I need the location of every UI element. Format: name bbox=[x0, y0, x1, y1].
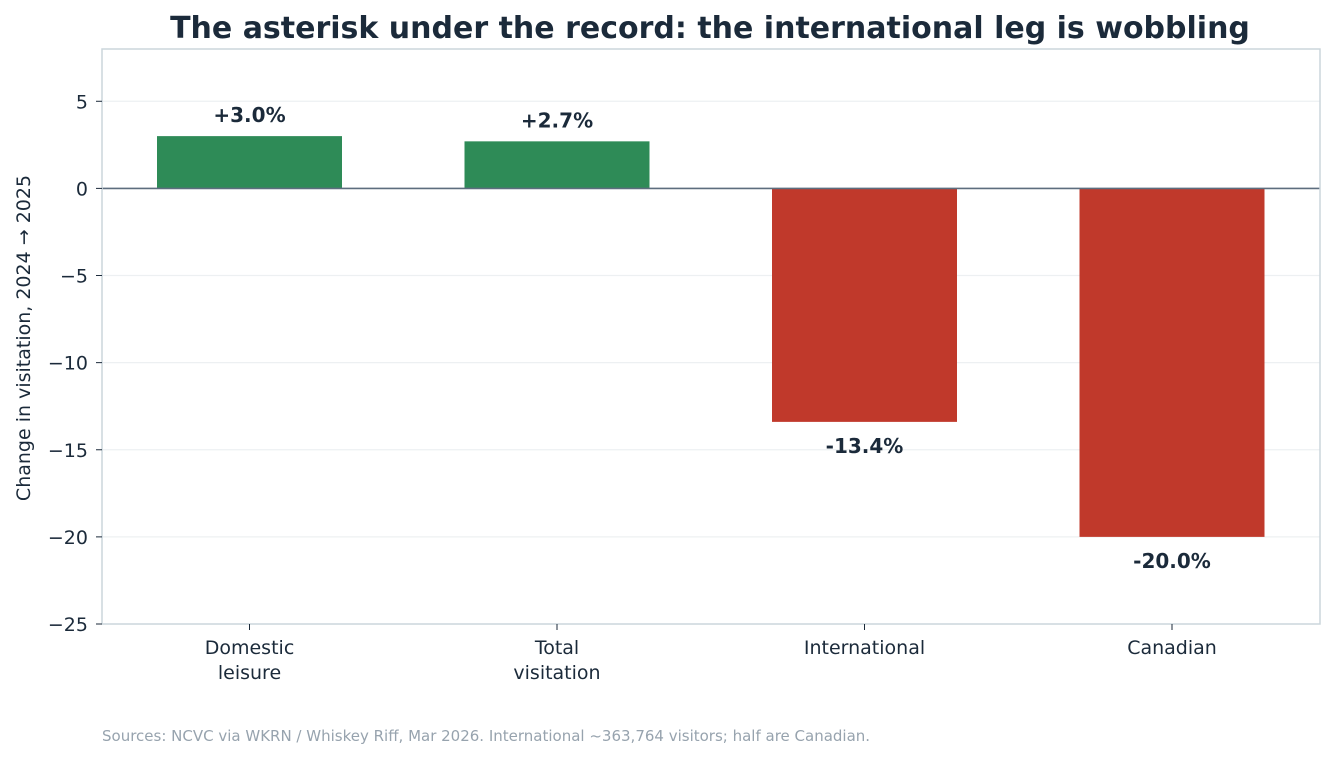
x-tick-label: International bbox=[804, 637, 925, 659]
data-label: -13.4% bbox=[826, 434, 904, 458]
y-tick-label: −20 bbox=[48, 527, 88, 549]
y-axis: 5 0 −5 −10 −15 −20 −25 bbox=[48, 91, 102, 636]
data-label: +3.0% bbox=[213, 103, 285, 127]
bars bbox=[157, 136, 1265, 537]
bar bbox=[772, 188, 957, 422]
y-tick-label: −5 bbox=[60, 266, 88, 288]
chart-title: The asterisk under the record: the inter… bbox=[170, 11, 1250, 46]
bar bbox=[1079, 188, 1265, 537]
source-note: Sources: NCVC via WKRN / Whiskey Riff, M… bbox=[102, 727, 870, 745]
data-label: -20.0% bbox=[1133, 549, 1211, 573]
data-labels: +3.0% +2.7% -13.4% -20.0% bbox=[213, 103, 1210, 573]
x-tick-label: Domestic leisure bbox=[205, 637, 295, 684]
plot-frame bbox=[101, 48, 1321, 625]
y-tick-label: −15 bbox=[48, 440, 88, 462]
x-tick-label: Total visitation bbox=[513, 637, 600, 684]
y-tick-label: 5 bbox=[76, 91, 88, 113]
x-axis: Domestic leisure Total visitation Internatio… bbox=[205, 624, 1217, 684]
bar bbox=[464, 141, 650, 189]
y-axis-label: Change in visitation, 2024 → 2025 bbox=[13, 175, 35, 501]
y-tick-label: −25 bbox=[48, 614, 88, 636]
y-tick-label: 0 bbox=[76, 178, 88, 200]
x-tick-label: Canadian bbox=[1127, 637, 1217, 659]
bar bbox=[157, 136, 342, 189]
y-tick-label: −10 bbox=[48, 353, 88, 375]
data-label: +2.7% bbox=[521, 108, 593, 132]
